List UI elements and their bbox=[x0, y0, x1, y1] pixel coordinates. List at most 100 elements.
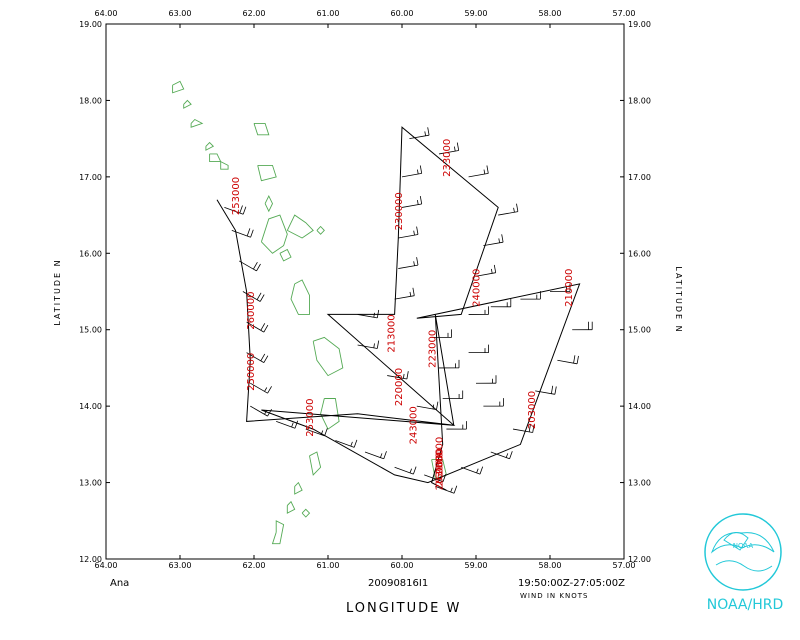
wind-barb bbox=[387, 371, 409, 380]
island-coastline bbox=[286, 214, 314, 239]
wind-barb bbox=[438, 142, 460, 155]
wind-barb-flag bbox=[413, 230, 415, 236]
logo-seal-text: NOAA bbox=[733, 542, 754, 550]
lon-tick-label-bottom: 61.00 bbox=[317, 561, 340, 570]
lat-tick-label-right: 18.00 bbox=[628, 96, 651, 105]
wind-barb-flag bbox=[256, 263, 261, 272]
wind-barb bbox=[401, 165, 423, 178]
wind-barb-flag bbox=[486, 165, 489, 174]
wind-barb-flag bbox=[353, 439, 358, 448]
wind-barb-flag bbox=[242, 206, 247, 215]
wind-barb-shaft bbox=[224, 207, 244, 215]
time-label: 243000 bbox=[409, 406, 420, 444]
wind-barb-flag bbox=[554, 386, 557, 395]
wind-barb-flag bbox=[320, 430, 324, 435]
wind-barb-flag bbox=[493, 264, 497, 273]
wind-barb-flag bbox=[424, 131, 426, 136]
wind-barb-flag bbox=[246, 228, 251, 237]
wind-barb bbox=[364, 451, 387, 460]
wind-barb-shaft bbox=[357, 344, 378, 349]
wind-barb-shaft bbox=[468, 173, 489, 178]
island-coastline bbox=[271, 520, 285, 545]
wind-barb bbox=[394, 287, 415, 300]
wind-barb-flag bbox=[483, 169, 486, 175]
time-label: 230000 bbox=[394, 192, 405, 230]
wind-units-label: WIND IN KNOTS bbox=[520, 592, 588, 600]
wind-barb-flag bbox=[516, 203, 519, 212]
wind-barb-flag bbox=[416, 226, 419, 235]
time-label: 213000 bbox=[387, 314, 398, 352]
island-coastline bbox=[279, 248, 292, 262]
wind-barb-flag bbox=[256, 292, 262, 300]
wind-barb-shaft bbox=[424, 474, 444, 483]
lon-tick-label-bottom: 60.00 bbox=[391, 561, 414, 570]
time-label: 253000 bbox=[231, 177, 242, 215]
wind-barb bbox=[535, 385, 557, 395]
wind-barb-flag bbox=[432, 404, 435, 410]
island-coastline bbox=[257, 164, 277, 182]
time-label: 263000 bbox=[435, 452, 446, 490]
lat-tick-label-left: 17.00 bbox=[79, 173, 102, 182]
wind-barb bbox=[401, 196, 423, 208]
wind-barb bbox=[398, 257, 419, 269]
wind-barb bbox=[435, 485, 458, 494]
wind-barb-flag bbox=[250, 229, 254, 238]
lat-tick-label-right: 16.00 bbox=[628, 249, 651, 258]
wind-barb-flag bbox=[253, 261, 258, 270]
island-coastline bbox=[286, 500, 296, 514]
wind-barb-flag bbox=[509, 451, 513, 459]
island-coastline bbox=[209, 153, 222, 163]
lat-tick-label-right: 14.00 bbox=[628, 402, 651, 411]
time-label: 250000 bbox=[246, 353, 257, 391]
wind-barb-flag bbox=[409, 468, 412, 474]
storm-name: Ana bbox=[110, 578, 129, 589]
wind-barb-flag bbox=[427, 127, 430, 136]
wind-barb bbox=[409, 127, 430, 140]
time-label: 203000 bbox=[527, 391, 538, 429]
lon-tick-label-bottom: 63.00 bbox=[169, 561, 192, 570]
lon-tick-label-top: 60.00 bbox=[391, 9, 414, 18]
wind-barb-flag bbox=[263, 355, 269, 363]
lat-tick-label-left: 15.00 bbox=[79, 326, 102, 335]
wind-barb-flag bbox=[417, 200, 419, 205]
wind-barb-flag bbox=[576, 355, 579, 364]
wind-barb bbox=[512, 423, 535, 433]
island-coastline bbox=[253, 122, 270, 136]
y-axis-title-right: LATITUDE N bbox=[674, 266, 683, 333]
island-coastline bbox=[260, 214, 288, 254]
wind-barb bbox=[394, 466, 417, 475]
wind-barb bbox=[431, 329, 453, 338]
wind-barb-flag bbox=[267, 408, 272, 417]
wind-barb bbox=[557, 355, 579, 365]
wind-barb-flag bbox=[498, 238, 500, 243]
wind-barb-layer bbox=[224, 127, 593, 494]
wind-barb-flag bbox=[263, 324, 269, 333]
lon-tick-label-top: 63.00 bbox=[169, 9, 192, 18]
island-coastline bbox=[264, 194, 274, 213]
time-range: 19:50:00Z-27:05:00Z bbox=[518, 578, 625, 589]
wind-barb bbox=[468, 344, 490, 354]
wind-barb bbox=[572, 321, 593, 331]
lat-tick-label-right: 15.00 bbox=[628, 326, 651, 335]
wind-barb-flag bbox=[532, 424, 535, 433]
lat-tick-label-right: 13.00 bbox=[628, 479, 651, 488]
time-label: 260000 bbox=[246, 292, 257, 330]
wind-barb-flag bbox=[573, 355, 576, 364]
wind-barb-shaft bbox=[483, 241, 504, 247]
wind-barb-flag bbox=[260, 353, 266, 362]
wind-barb-flag bbox=[373, 343, 375, 348]
wind-barb bbox=[335, 439, 358, 448]
wind-barb-flag bbox=[350, 441, 353, 447]
wind-barb-shaft bbox=[438, 150, 459, 155]
wind-barb-flag bbox=[260, 323, 266, 331]
lon-tick-label-top: 59.00 bbox=[465, 9, 488, 18]
noaa-hrd-label: NOAA/HRD bbox=[706, 597, 784, 613]
time-label: 253000 bbox=[305, 399, 316, 437]
lat-tick-label-right: 12.00 bbox=[628, 555, 651, 564]
time-label: 260000 bbox=[435, 437, 446, 475]
wind-barb-flag bbox=[419, 196, 423, 205]
wind-barb-flag bbox=[453, 485, 458, 494]
lon-tick-label-bottom: 62.00 bbox=[243, 561, 266, 570]
wind-barb-flag bbox=[551, 385, 554, 394]
wind-barb-flag bbox=[259, 294, 265, 302]
